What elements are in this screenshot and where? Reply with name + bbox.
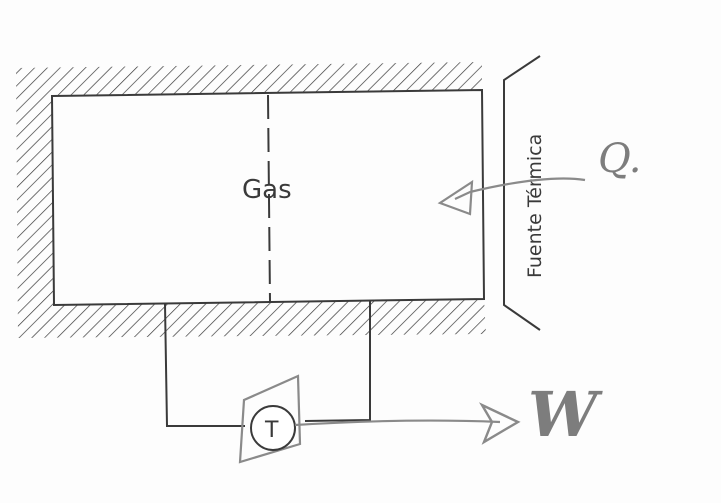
turbine-label: T (264, 418, 279, 443)
turbine-icon (250, 405, 296, 451)
work-arrow-head (478, 402, 521, 445)
heat-arrow-head (437, 179, 474, 216)
turbine-housing (238, 374, 302, 464)
work-arrow (294, 419, 501, 427)
gas-label: Gas (242, 175, 292, 205)
heat-label: Q. (598, 136, 642, 182)
work-label: W (528, 378, 603, 451)
thermal-source-label: Fuente Térmica (524, 134, 546, 278)
chamber-divider (267, 94, 271, 303)
heat-arrow (454, 177, 586, 200)
thermal-source-bracket (503, 55, 541, 331)
turbine-piping (164, 300, 371, 427)
gas-chamber (50, 88, 486, 307)
